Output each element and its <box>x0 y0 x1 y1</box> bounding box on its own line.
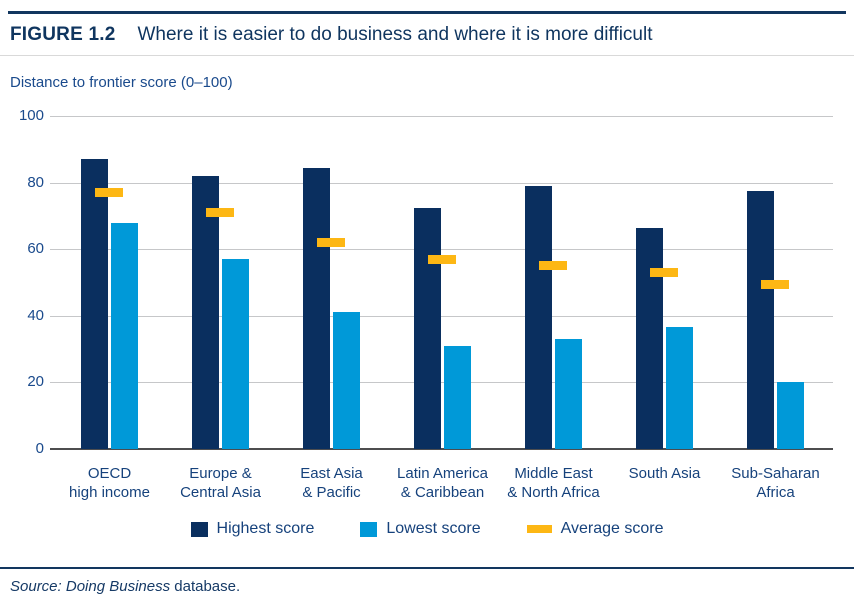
gridline-100 <box>50 116 833 117</box>
legend-item-average-score: Average score <box>526 520 664 538</box>
category-label-europe-central-asia: Europe & Central Asia <box>146 464 296 502</box>
legend-label-highest-score: Highest score <box>216 520 315 537</box>
category-label-line: Central Asia <box>180 484 261 501</box>
highest-score-bar-latin-america-caribbean <box>414 207 441 449</box>
gridline-80 <box>50 182 833 184</box>
lowest-score-bar-sub-saharan-africa <box>777 382 804 449</box>
title-divider <box>0 55 854 56</box>
average-score-dash-sub-saharan-africa <box>761 279 789 289</box>
gridline-60 <box>50 249 833 251</box>
average-score-dash-middle-east-north-africa <box>539 261 567 271</box>
category-label-east-asia-pacific: East Asia & Pacific <box>257 464 407 502</box>
y-tick-label-20: 20 <box>27 373 44 391</box>
category-label-middle-east-north-africa: Middle East & North Africa <box>479 464 629 502</box>
bottom-rule <box>0 567 854 569</box>
category-label-line: Africa <box>756 484 795 501</box>
y-tick-label-40: 40 <box>27 306 44 324</box>
source-note-italic: Source: Doing Business <box>10 578 171 595</box>
category-label-line: Middle East <box>514 465 593 482</box>
average-score-dash-east-asia-pacific <box>317 238 345 248</box>
category-label-line: & Pacific <box>302 484 361 501</box>
category-label-line: Latin America <box>397 465 488 482</box>
average-score-dash-south-asia <box>650 268 678 277</box>
y-tick-label-60: 60 <box>27 240 44 258</box>
chart-legend: Highest score Lowest score Average score <box>0 520 854 538</box>
category-label-line: Europe & <box>189 465 252 482</box>
legend-item-highest-score: Highest score <box>190 520 315 538</box>
highest-score-bar-east-asia-pacific <box>303 167 330 449</box>
highest-score-bar-europe-central-asia <box>192 175 219 449</box>
category-label-line: South Asia <box>628 465 701 482</box>
highest-score-bar-sub-saharan-africa <box>747 190 774 449</box>
gridline-20 <box>50 382 833 384</box>
average-score-dash-europe-central-asia <box>206 208 234 218</box>
lowest-score-bar-europe-central-asia <box>222 259 249 449</box>
category-label-line: East Asia <box>300 465 363 482</box>
highest-score-bar-middle-east-north-africa <box>525 185 552 449</box>
category-label-line: Sub-Saharan <box>731 465 820 482</box>
average-score-dash-oecd-high-income <box>95 188 123 198</box>
lowest-score-bar-south-asia <box>666 327 693 449</box>
category-label-sub-saharan-africa: Sub-Saharan Africa <box>701 464 851 502</box>
y-axis-caption: Distance to frontier score (0–100) <box>10 74 233 91</box>
source-note-regular: database. <box>170 578 241 595</box>
legend-swatch-lowest-score <box>360 521 378 537</box>
y-tick-label-100: 100 <box>18 107 44 124</box>
bar-chart: 0 20 40 60 80 100 OECD high income Europe & Cent… <box>18 107 851 502</box>
legend-label-lowest-score: Lowest score <box>386 520 481 537</box>
figure-label: FIGURE 1.2 <box>10 24 116 45</box>
average-score-dash-latin-america-caribbean <box>428 254 456 264</box>
figure-title: Where it is easier to do business and wh… <box>137 24 653 45</box>
y-tick-label-0: 0 <box>35 440 44 457</box>
y-tick-label-80: 80 <box>27 173 44 191</box>
category-label-line: high income <box>69 484 150 501</box>
x-axis-baseline <box>50 448 833 450</box>
highest-score-bar-oecd-high-income <box>81 159 108 449</box>
plot-area <box>50 116 833 450</box>
lowest-score-bar-latin-america-caribbean <box>444 345 471 449</box>
highest-score-bar-south-asia <box>636 227 663 449</box>
category-label-latin-america-caribbean: Latin America & Caribbean <box>368 464 518 502</box>
legend-swatch-highest-score <box>190 521 208 537</box>
category-label-line: & North Africa <box>507 484 600 501</box>
category-label-south-asia: South Asia <box>590 464 740 483</box>
source-note: Source: Doing Business database. <box>10 578 240 595</box>
lowest-score-bar-east-asia-pacific <box>333 312 360 449</box>
figure-title-row: FIGURE 1.2 Where it is easier to do busin… <box>10 24 844 46</box>
category-label-oecd-high-income: OECD high income <box>35 464 185 502</box>
lowest-score-bar-oecd-high-income <box>111 222 138 449</box>
top-rule <box>8 11 846 14</box>
category-label-line: OECD <box>87 465 132 482</box>
category-label-line: & Caribbean <box>400 484 485 501</box>
legend-label-average-score: Average score <box>560 520 664 537</box>
legend-swatch-average-score <box>526 525 552 533</box>
legend-item-lowest-score: Lowest score <box>360 520 481 538</box>
lowest-score-bar-middle-east-north-africa <box>555 339 582 449</box>
gridline-40 <box>50 315 833 317</box>
